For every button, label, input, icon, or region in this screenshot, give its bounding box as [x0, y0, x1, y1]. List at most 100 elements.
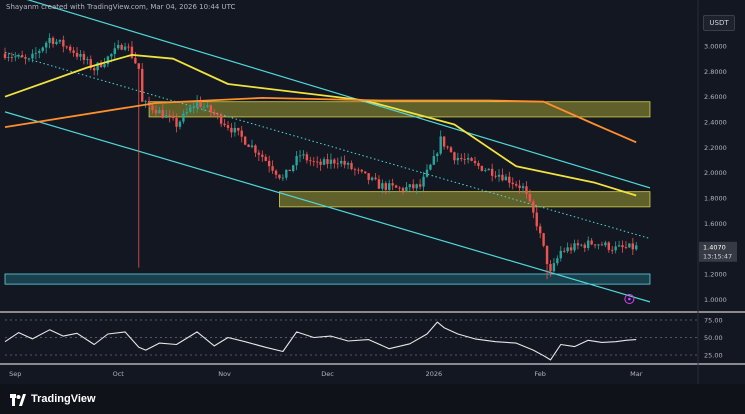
event-marker-dot	[628, 297, 631, 301]
candle-body	[511, 182, 514, 185]
candle-body	[75, 52, 79, 57]
candle-body	[213, 112, 216, 115]
time-tick-label: Mar	[630, 370, 643, 378]
footer-bar	[0, 384, 745, 414]
candle-body	[120, 44, 123, 50]
time-tick-label: Dec	[321, 370, 334, 378]
candle-body	[350, 163, 353, 170]
candle-body	[86, 59, 89, 60]
candle-body	[62, 39, 65, 47]
candle-body	[257, 152, 261, 155]
candle-body	[549, 264, 552, 272]
candles	[3, 33, 638, 280]
zone-middle	[279, 191, 651, 208]
candle-body	[381, 183, 384, 189]
candle-body	[117, 44, 120, 49]
candle-body	[566, 247, 569, 252]
candle-body	[494, 175, 497, 177]
price-tick-label: 1.0000	[704, 296, 727, 304]
candle-body	[130, 46, 134, 58]
candle-body	[254, 145, 257, 153]
candle-body	[72, 50, 75, 53]
candle-body	[607, 242, 611, 250]
candle-body	[538, 226, 542, 234]
price-tick-label: 1.6000	[704, 220, 727, 228]
candle-body	[460, 157, 463, 160]
candle-body	[189, 107, 192, 113]
candle-body	[295, 155, 298, 166]
candle-body	[346, 163, 350, 165]
candle-body	[326, 159, 329, 164]
candle-body	[41, 47, 44, 51]
candle-body	[453, 152, 456, 161]
candle-body	[223, 123, 226, 126]
candle-body	[514, 184, 518, 186]
candle-body	[34, 52, 38, 54]
candle-body	[446, 146, 449, 148]
candle-body	[199, 100, 202, 107]
candle-body	[360, 169, 363, 172]
price-tick-label: 1.8000	[704, 195, 727, 203]
time-tick-label: Sep	[9, 370, 21, 378]
candle-body	[209, 105, 213, 113]
candle-body	[463, 159, 466, 160]
candle-body	[480, 165, 484, 171]
price-tick-label: 2.8000	[704, 68, 727, 76]
candle-body	[250, 145, 254, 148]
candle-body	[141, 68, 144, 102]
candle-body	[309, 160, 312, 162]
candle-body	[336, 163, 339, 165]
candle-body	[99, 62, 103, 67]
candle-body	[202, 106, 206, 108]
candle-body	[532, 201, 535, 213]
candle-body	[508, 176, 511, 183]
candle-body	[425, 169, 429, 177]
candle-body	[219, 114, 223, 124]
time-axis[interactable]: Sep Oct Nov Dec 2026 Feb Mar	[9, 370, 643, 378]
moving-averages	[4, 54, 637, 197]
candle-body	[96, 62, 99, 71]
countdown-label: 13:15:47	[703, 252, 732, 260]
candle-body	[302, 154, 305, 156]
rsi-pane: 75.00 50.00 25.00	[4, 317, 723, 361]
candle-body	[477, 163, 480, 166]
time-tick-label: Nov	[218, 370, 231, 378]
candle-body	[563, 250, 566, 252]
candle-body	[240, 130, 243, 137]
candle-body	[65, 46, 68, 48]
candle-body	[631, 243, 635, 250]
candle-body	[556, 258, 559, 264]
candle-body	[614, 246, 617, 251]
candle-body	[329, 159, 333, 164]
candle-body	[226, 125, 230, 128]
candle-body	[82, 54, 86, 60]
candle-body	[429, 164, 432, 170]
candle-body	[587, 240, 590, 248]
currency-label[interactable]: USDT	[703, 15, 735, 31]
candle-body	[178, 121, 182, 127]
candle-body	[384, 183, 388, 190]
candle-body	[525, 186, 528, 194]
candle-body	[367, 173, 370, 180]
price-tick-label: 2.2000	[704, 144, 727, 152]
candle-body	[89, 59, 92, 69]
candle-body	[312, 161, 315, 162]
candle-body	[79, 54, 82, 57]
candle-body	[261, 154, 264, 157]
time-tick-label: Feb	[534, 370, 546, 378]
candle-body	[621, 245, 624, 248]
time-tick-label: Oct	[113, 370, 125, 378]
candle-body	[3, 53, 7, 59]
candle-body	[422, 176, 425, 187]
candle-body	[353, 169, 357, 170]
candle-body	[216, 114, 219, 116]
grid	[0, 0, 745, 384]
candle-body	[278, 174, 281, 179]
candle-body	[370, 177, 374, 180]
candle-body	[38, 50, 41, 53]
candle-body	[635, 245, 638, 250]
candle-body	[394, 185, 398, 188]
candle-body	[405, 187, 408, 191]
tradingview-logo[interactable]: TradingView	[10, 392, 96, 406]
